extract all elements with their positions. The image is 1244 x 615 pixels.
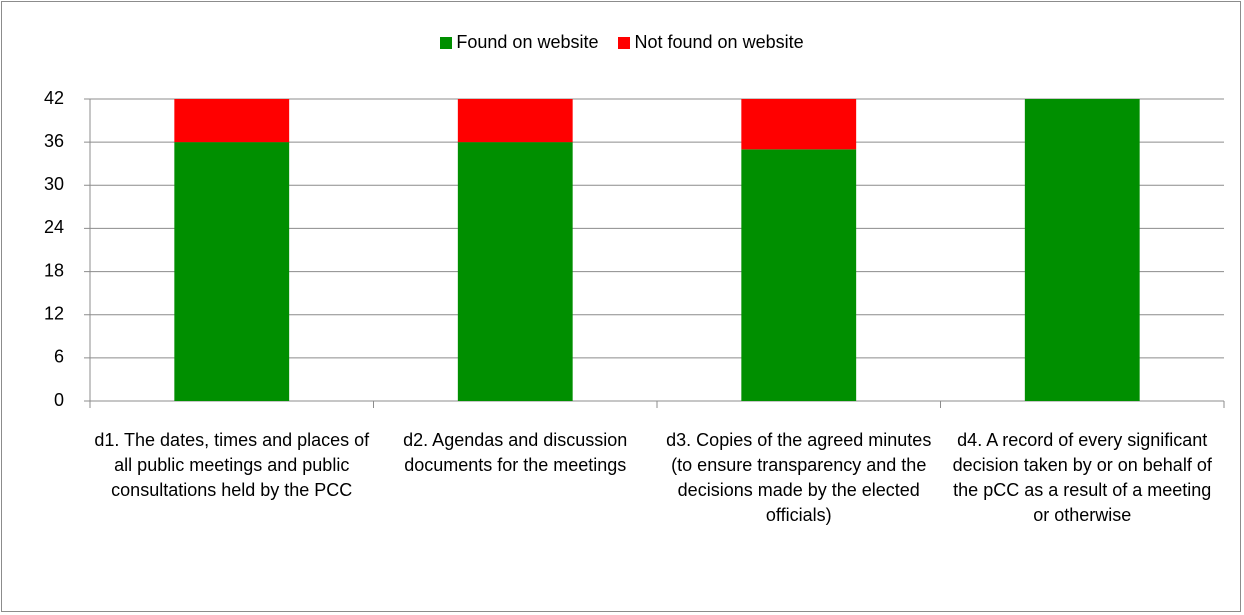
bar-segment	[174, 99, 290, 143]
legend-swatch	[440, 36, 453, 49]
y-tick-label: 6	[54, 347, 64, 367]
x-tick-label: d1. The dates, times and places of all p…	[94, 430, 370, 500]
bar-segment	[457, 99, 573, 143]
legend-swatch	[618, 36, 631, 49]
x-tick-label: d3. Copies of the agreed minutes (to ens…	[666, 430, 932, 525]
x-tick-label: d4. A record of every significant decisi…	[952, 430, 1212, 525]
y-tick-label: 42	[44, 88, 64, 108]
legend-label: Found on website	[456, 32, 599, 52]
x-tick-label: d2. Agendas and discussion documents for…	[403, 430, 628, 475]
y-tick-label: 36	[44, 131, 64, 151]
y-tick-label: 18	[44, 260, 64, 280]
bar-segment	[174, 142, 290, 401]
bar-segment	[457, 142, 573, 401]
bar-segment	[741, 149, 857, 401]
y-tick-label: 30	[44, 174, 64, 194]
legend: Found on website Not found on website	[0, 32, 1244, 53]
legend-item: Not found on website	[618, 32, 804, 53]
bar-segment	[1024, 99, 1140, 401]
y-tick-label: 24	[44, 217, 64, 237]
bar-segment	[741, 99, 857, 150]
legend-label: Not found on website	[634, 32, 804, 52]
y-tick-label: 0	[54, 390, 64, 410]
legend-item: Found on website	[440, 32, 598, 53]
y-tick-label: 12	[44, 303, 64, 323]
